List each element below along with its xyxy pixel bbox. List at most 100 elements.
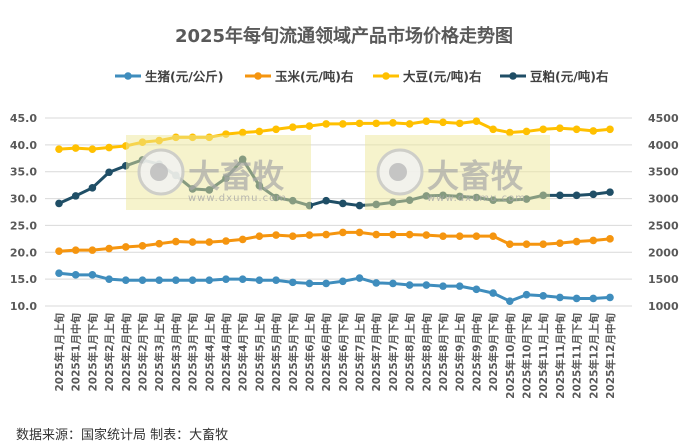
data-point [355, 274, 364, 282]
x-axis-ticks: 2025年1月上旬 2025年1月中旬 2025年1月下旬 2025年2月上旬 2025… [53, 313, 617, 399]
data-point [88, 145, 97, 153]
data-point [472, 117, 481, 126]
data-point [339, 228, 347, 237]
data-point [355, 201, 364, 210]
data-point [55, 199, 63, 208]
data-point [188, 276, 197, 285]
data-point [522, 127, 531, 136]
watermark-url: www.dxumu.com [188, 193, 287, 204]
data-point [71, 246, 80, 254]
data-point [522, 240, 531, 249]
watermark-brand: 大畜牧 [427, 157, 524, 195]
data-point [288, 278, 297, 287]
data-point [88, 184, 97, 192]
data-point [439, 118, 447, 127]
data-point [322, 230, 330, 239]
x-tick-label: 2025年8月中旬 [420, 313, 433, 392]
data-point [105, 143, 113, 152]
legend-marker [509, 72, 517, 80]
x-tick-label: 2025年8月下旬 [437, 313, 450, 392]
x-tick-label: 2025年7月中旬 [370, 313, 383, 392]
x-tick-label: 2025年2月上旬 [103, 313, 116, 392]
data-point [105, 244, 113, 253]
left-tick-label: 10.0 [10, 300, 37, 313]
data-point [489, 232, 497, 240]
data-point [172, 237, 180, 246]
x-tick-label: 2025年4月下旬 [237, 313, 250, 392]
data-point [389, 230, 397, 239]
left-tick-label: 25.0 [10, 219, 37, 232]
data-point [255, 276, 264, 285]
x-tick-label: 2025年1月中旬 [70, 313, 83, 392]
x-tick-label: 2025年5月下旬 [287, 313, 300, 392]
x-tick-label: 2025年6月下旬 [337, 313, 350, 392]
x-tick-label: 2025年4月上旬 [203, 313, 216, 392]
legend-label: 豆粕(元/吨)右 [530, 69, 609, 84]
data-point [489, 125, 497, 134]
x-tick-label: 2025年7月下旬 [387, 313, 400, 392]
legend-label: 大豆(元/吨)右 [403, 69, 482, 84]
data-point [71, 144, 80, 152]
data-point [606, 125, 614, 134]
data-point [71, 192, 80, 200]
data-point [205, 238, 214, 246]
x-tick-label: 2025年5月上旬 [253, 313, 266, 392]
data-point [405, 120, 414, 128]
x-tick-label: 2025年1月上旬 [53, 313, 66, 392]
right-tick-label: 1500 [648, 273, 679, 286]
right-tick-label: 4000 [648, 139, 679, 152]
chart-title: 2025年每旬流通领域产品市场价格走势图 [174, 26, 514, 47]
legend-label: 生猪(元/公斤) [145, 69, 224, 84]
data-point [422, 281, 431, 289]
data-point [272, 276, 280, 285]
legend-marker [254, 72, 262, 80]
data-point [522, 290, 531, 299]
legend-marker [382, 72, 390, 80]
right-tick-label: 3500 [648, 166, 679, 179]
data-point [238, 275, 247, 283]
data-point [188, 238, 197, 246]
data-point [105, 168, 113, 177]
data-point [55, 247, 63, 256]
x-tick-label: 2025年2月中旬 [120, 313, 133, 392]
data-point [288, 123, 297, 131]
data-source-note: 数据来源：国家统计局 制表：大畜牧 [16, 428, 229, 443]
x-tick-label: 2025年11月中旬 [554, 313, 567, 399]
series-line [58, 230, 611, 253]
data-point [556, 191, 564, 200]
data-point [439, 232, 447, 240]
data-point [272, 125, 280, 134]
right-tick-label: 2500 [648, 219, 679, 232]
data-point [339, 120, 347, 128]
watermark-logo-eye-icon [389, 163, 407, 181]
data-point [272, 231, 280, 239]
data-point [589, 236, 598, 245]
x-tick-label: 2025年3月上旬 [153, 313, 166, 392]
data-point [606, 235, 614, 243]
x-tick-label: 2025年1月下旬 [86, 313, 99, 392]
data-point [556, 239, 564, 247]
right-tick-label: 2000 [648, 246, 679, 259]
data-point [322, 120, 330, 128]
data-point [572, 125, 581, 134]
left-tick-label: 45.0 [10, 112, 37, 125]
watermark-logo-eye-icon [150, 163, 168, 181]
right-tick-label: 1000 [648, 300, 679, 313]
data-point [606, 188, 614, 196]
x-tick-label: 2025年11月上旬 [537, 313, 550, 399]
data-point [238, 128, 247, 137]
data-point [572, 294, 581, 303]
x-tick-label: 2025年10月下旬 [521, 313, 534, 399]
data-point [305, 279, 314, 288]
data-point [339, 277, 347, 286]
watermark-url: www.dxumu.com [427, 193, 526, 204]
right-tick-label: 4500 [648, 112, 679, 125]
data-point [238, 235, 247, 244]
data-point [589, 190, 598, 199]
data-point [472, 285, 481, 294]
data-point [506, 240, 514, 249]
data-point [305, 231, 314, 239]
data-point [71, 271, 80, 279]
